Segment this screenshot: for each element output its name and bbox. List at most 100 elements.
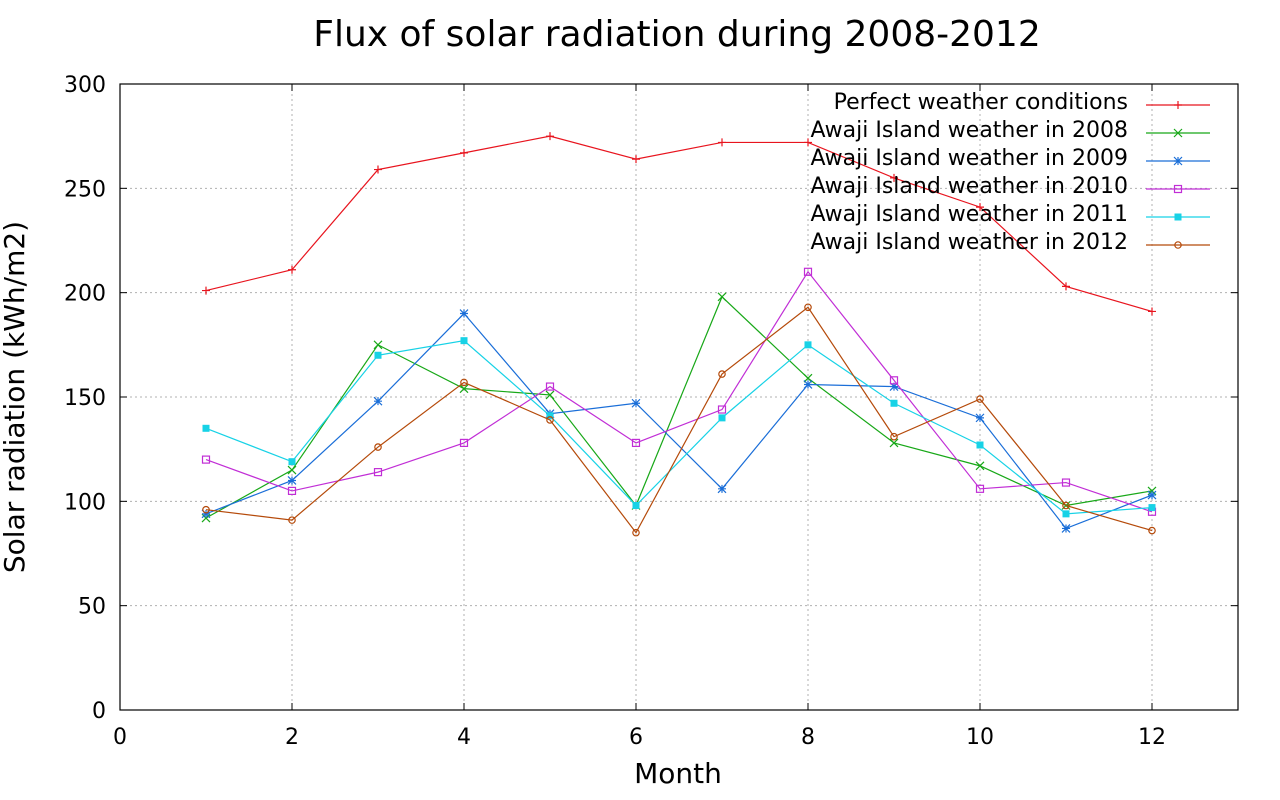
y-axis-label: Solar radiation (kWh/m2)	[0, 221, 31, 573]
data-point	[803, 380, 813, 389]
legend-label: Awaji Island weather in 2012	[811, 230, 1129, 255]
series-line	[205, 295, 1153, 519]
y-tick-label: 100	[64, 490, 106, 515]
data-point	[459, 438, 469, 448]
data-point	[202, 424, 210, 432]
data-point	[1061, 524, 1071, 533]
data-point	[546, 412, 554, 420]
data-point	[889, 438, 899, 448]
data-point	[288, 458, 296, 466]
data-point	[632, 528, 640, 537]
data-point	[287, 486, 297, 495]
series-line	[205, 270, 1153, 513]
data-point	[804, 138, 812, 147]
data-point	[459, 309, 469, 318]
data-point	[374, 443, 382, 451]
data-point	[890, 432, 898, 441]
y-tick-label: 300	[64, 73, 106, 98]
y-tick-label: 50	[78, 595, 106, 620]
y-tick-label: 250	[64, 177, 106, 202]
legend-marker	[1174, 213, 1182, 221]
data-point	[717, 405, 727, 414]
data-point	[975, 484, 985, 493]
data-point	[288, 516, 296, 524]
x-axis-label: Month	[634, 757, 722, 790]
data-point	[201, 455, 211, 464]
y-axis: 0 50 100 150 200 250 300	[64, 73, 1238, 724]
data-point	[975, 461, 985, 471]
data-point	[1148, 307, 1156, 316]
legend-label: Awaji Island weather in 2008	[811, 118, 1129, 143]
data-point	[632, 502, 640, 510]
data-point	[374, 351, 382, 359]
series-2	[201, 309, 1157, 533]
legend-marker	[1173, 128, 1183, 138]
data-point	[804, 341, 812, 349]
data-point	[460, 148, 468, 157]
y-tick-label: 0	[92, 699, 106, 724]
data-point	[804, 303, 812, 312]
chart-title: Flux of solar radiation during 2008-2012	[313, 14, 1041, 55]
data-point	[889, 382, 899, 391]
data-point	[201, 509, 211, 519]
data-point	[976, 395, 984, 403]
data-point	[373, 396, 383, 406]
data-point	[1148, 504, 1156, 512]
data-point	[803, 267, 813, 276]
data-point	[374, 165, 382, 174]
data-point	[1062, 510, 1070, 518]
series-5	[202, 303, 1156, 537]
data-point	[1147, 490, 1157, 500]
legend-marker	[1173, 156, 1183, 166]
x-tick-label: 12	[1138, 725, 1166, 750]
data-point	[373, 340, 383, 350]
data-point	[890, 173, 898, 182]
data-point	[1147, 486, 1157, 496]
data-point	[803, 373, 813, 383]
data-point	[631, 398, 641, 408]
data-point	[460, 337, 468, 345]
grid	[120, 84, 1238, 710]
x-tick-label: 6	[629, 725, 643, 750]
data-point	[717, 292, 727, 302]
data-point	[1062, 282, 1070, 291]
data-point	[287, 476, 297, 485]
x-tick-label: 8	[801, 725, 815, 750]
series-4	[202, 337, 1156, 518]
data-point	[545, 382, 555, 391]
data-point	[1062, 501, 1070, 510]
legend-marker	[1173, 184, 1183, 194]
data-point	[546, 416, 554, 424]
data-point	[202, 286, 210, 295]
data-point	[976, 203, 984, 212]
data-point	[718, 138, 726, 147]
y-tick-label: 150	[64, 386, 106, 411]
data-point	[632, 155, 640, 164]
data-point	[718, 370, 726, 378]
x-axis: 0 2 4 6 8 10 12	[113, 84, 1166, 750]
series-0	[202, 132, 1156, 316]
series-line	[205, 135, 1153, 313]
legend-marker	[1174, 241, 1182, 249]
data-point	[975, 413, 985, 423]
data-point	[889, 376, 899, 385]
series-line	[205, 340, 1153, 515]
legend-marker	[1174, 101, 1182, 109]
y-tick-label: 200	[64, 282, 106, 307]
data-point	[1148, 526, 1156, 535]
data-point	[545, 390, 555, 400]
x-tick-label: 10	[966, 725, 994, 750]
data-point	[718, 414, 726, 422]
data-point	[202, 505, 210, 514]
data-point	[288, 265, 296, 274]
data-point	[546, 132, 554, 141]
x-tick-label: 0	[113, 725, 127, 750]
data-point	[717, 484, 727, 494]
legend-label: Awaji Island weather in 2009	[811, 146, 1129, 171]
data-point	[631, 438, 641, 448]
data-point	[976, 441, 984, 449]
legend-label: Perfect weather conditions	[834, 90, 1128, 115]
data-point	[287, 465, 297, 475]
series-line	[205, 306, 1153, 534]
legend-label: Awaji Island weather in 2011	[811, 202, 1129, 227]
